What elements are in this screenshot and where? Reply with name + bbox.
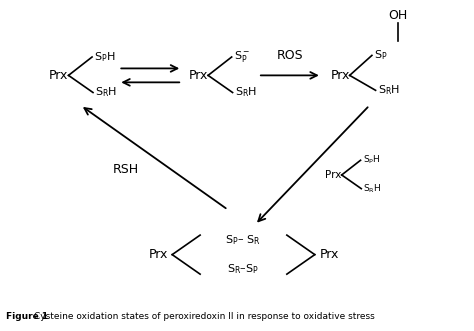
Text: S$_\mathsf{P}$H: S$_\mathsf{P}$H xyxy=(363,154,380,166)
Text: Cysteine oxidation states of peroxiredoxin II in response to oxidative stress: Cysteine oxidation states of peroxiredox… xyxy=(34,312,374,321)
Text: S$_\mathsf{P}$H: S$_\mathsf{P}$H xyxy=(94,50,116,64)
Text: S$_\mathsf{R}$H: S$_\mathsf{R}$H xyxy=(235,86,257,99)
Text: S$_\mathsf{P}$: S$_\mathsf{P}$ xyxy=(374,48,387,62)
Text: Prx: Prx xyxy=(320,248,339,261)
Text: S$_\mathsf{R}$H: S$_\mathsf{R}$H xyxy=(363,182,382,195)
Text: S$^-_\mathsf{P}$: S$^-_\mathsf{P}$ xyxy=(234,50,250,65)
Text: Prx: Prx xyxy=(330,69,350,82)
Text: RSH: RSH xyxy=(112,164,138,176)
Text: S$_\mathsf{R}$H: S$_\mathsf{R}$H xyxy=(95,86,117,99)
Text: Prx: Prx xyxy=(189,69,208,82)
Text: Prx: Prx xyxy=(149,248,168,261)
Text: S$_\mathsf{R}$–S$_\mathsf{P}$: S$_\mathsf{R}$–S$_\mathsf{P}$ xyxy=(227,263,259,276)
Text: ROS: ROS xyxy=(276,49,303,63)
Text: S$_\mathsf{P}$– S$_\mathsf{R}$: S$_\mathsf{P}$– S$_\mathsf{R}$ xyxy=(225,233,261,247)
Text: Prx: Prx xyxy=(325,170,342,180)
Text: Figure 1: Figure 1 xyxy=(6,312,51,321)
Text: OH: OH xyxy=(388,9,407,22)
Text: S$_\mathsf{R}$H: S$_\mathsf{R}$H xyxy=(378,83,400,97)
Text: Prx: Prx xyxy=(49,69,69,82)
